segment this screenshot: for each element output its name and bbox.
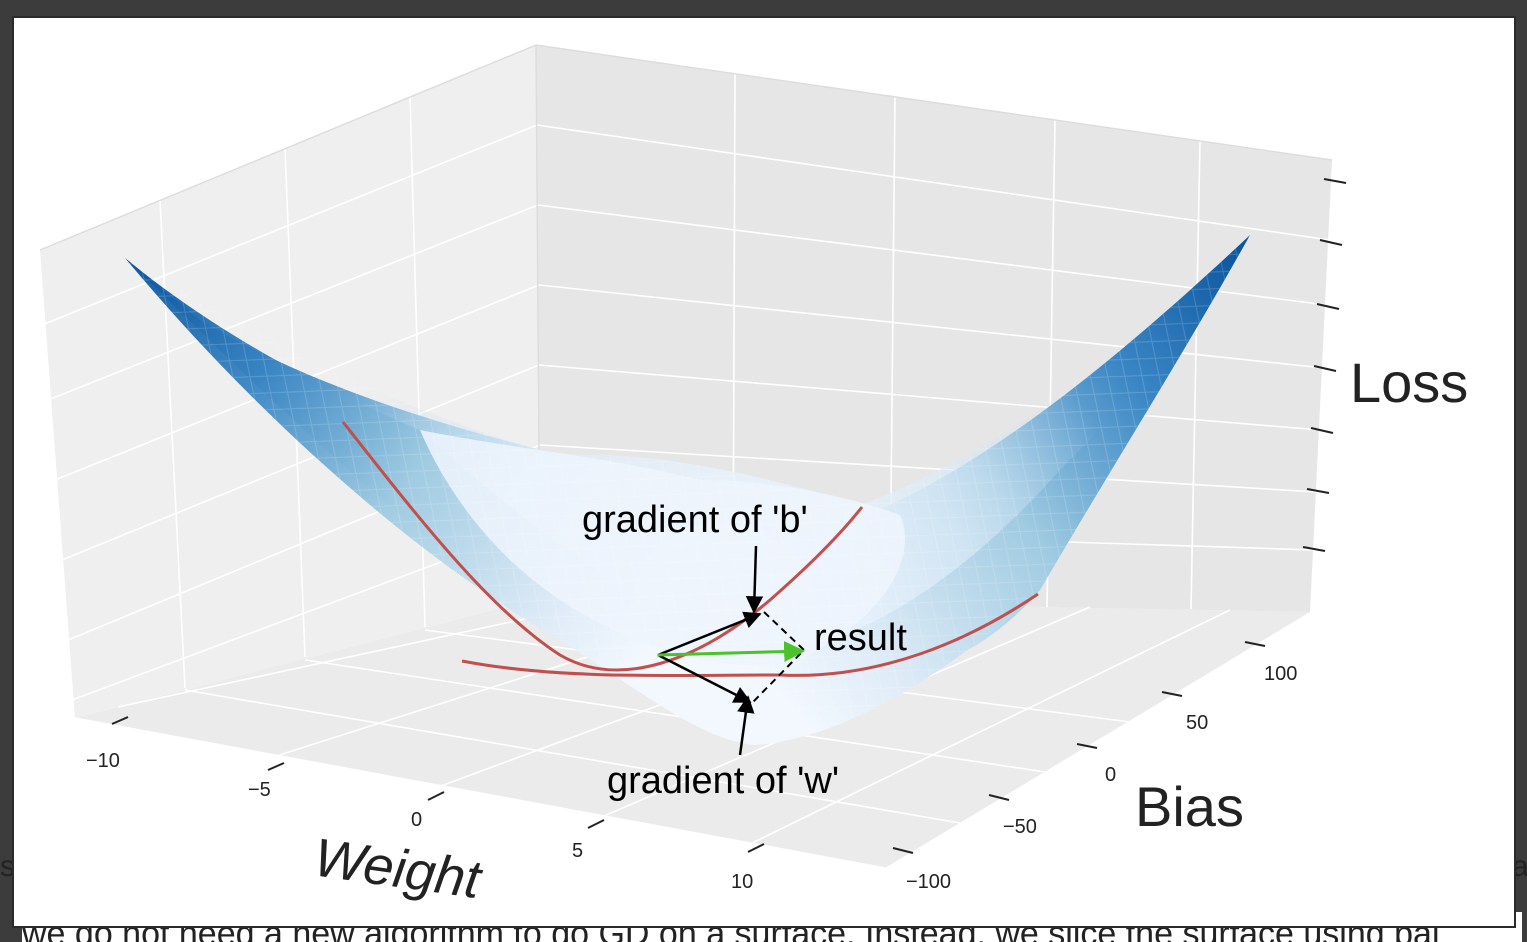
bias-tick-label: −50 <box>1003 816 1037 838</box>
weight-tick-labels: −10 −5 0 5 10 <box>86 750 753 893</box>
gradient-b-arrow <box>657 611 762 657</box>
gradient-b-label: gradient of 'b' <box>582 499 808 541</box>
floor-pane <box>75 598 1310 868</box>
weight-tick-label: 0 <box>411 809 422 831</box>
parallelogram-dashes <box>751 611 806 704</box>
loss-axis-ticks <box>1302 178 1347 552</box>
loss-axis-label: Loss <box>1350 351 1468 414</box>
gradient-w-pointer <box>737 695 755 756</box>
bias-tick-label: −100 <box>906 871 951 893</box>
loss-surface <box>125 235 1250 745</box>
loss-surface-figure: gradient of 'b' result gradient of 'w' L… <box>39 44 1468 910</box>
figure-lightbox[interactable]: gradient of 'b' result gradient of 'w' L… <box>14 18 1514 926</box>
surface-facet-texture <box>125 235 1250 745</box>
gradient-b-pointer <box>745 545 764 614</box>
weight-tick-label: −10 <box>86 750 120 772</box>
weight-axis-label: Weight <box>310 827 486 910</box>
bias-tick-label: 0 <box>1105 764 1116 786</box>
gradient-w-arrow <box>657 653 752 704</box>
gradient-w-label: gradient of 'w' <box>607 760 839 802</box>
axes-panes <box>40 45 1332 868</box>
gradient-vectors <box>657 545 806 756</box>
background-right-fragment: a <box>1512 850 1527 883</box>
weight-tick-label: 5 <box>572 840 583 862</box>
result-label: result <box>814 617 907 659</box>
bias-tick-label: 100 <box>1264 663 1297 685</box>
weight-slice-curve <box>341 421 864 672</box>
bias-axis-label: Bias <box>1135 775 1244 838</box>
bias-axis-ticks <box>892 641 1266 854</box>
weight-tick-label: 10 <box>731 871 753 893</box>
weight-axis-ticks <box>111 716 765 853</box>
weight-tick-label: −5 <box>248 779 271 801</box>
bias-tick-label: 50 <box>1186 712 1208 734</box>
result-arrow <box>657 641 806 663</box>
background-left-fragment: s <box>0 850 15 883</box>
bias-tick-labels: −100 −50 0 50 100 <box>906 663 1297 893</box>
